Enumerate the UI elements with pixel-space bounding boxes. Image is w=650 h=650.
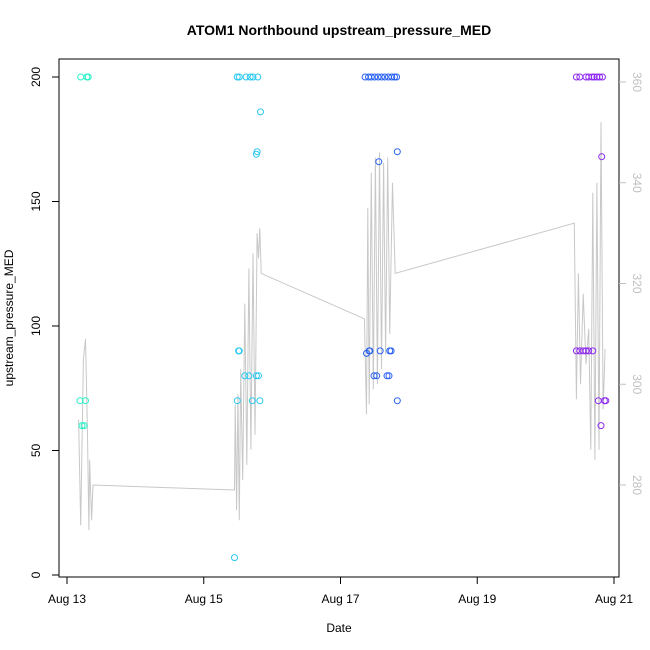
series-layer xyxy=(76,73,610,562)
y2-tick-label: 280 xyxy=(630,475,644,495)
data-point xyxy=(242,73,250,81)
x-tick-label: Aug 21 xyxy=(595,592,633,606)
y-axis-label: upstream_pressure_MED xyxy=(2,249,16,386)
data-point xyxy=(590,73,598,81)
data-point xyxy=(371,73,379,81)
y2-tick-label: 360 xyxy=(630,72,644,92)
x-axis-label: Date xyxy=(326,621,352,635)
data-point xyxy=(366,347,374,355)
scatter-series-2 xyxy=(231,73,264,562)
data-point xyxy=(373,372,381,380)
x-tick-label: Aug 17 xyxy=(321,592,359,606)
data-point xyxy=(231,554,238,562)
scatter-series-3 xyxy=(361,73,401,405)
data-point xyxy=(370,372,378,380)
data-point xyxy=(393,397,401,405)
data-point xyxy=(588,73,596,81)
y2-tick-label: 340 xyxy=(630,173,644,193)
data-point xyxy=(582,347,590,355)
x-tick-label: Aug 13 xyxy=(48,592,86,606)
data-point xyxy=(245,372,253,380)
data-point xyxy=(257,108,264,116)
data-point xyxy=(248,397,256,405)
data-point xyxy=(381,73,389,81)
data-point xyxy=(255,372,262,380)
y2-tick-label: 320 xyxy=(630,273,644,293)
data-point xyxy=(589,347,597,355)
chart-title: ATOM1 Northbound upstream_pressure_MED xyxy=(187,22,491,38)
scatter-series-1 xyxy=(76,73,92,430)
y-tick-label: 150 xyxy=(29,191,43,211)
data-point xyxy=(393,73,401,81)
y2-tick-label: 300 xyxy=(630,374,644,394)
data-point xyxy=(596,73,604,81)
data-point xyxy=(77,73,85,81)
data-point xyxy=(385,372,393,380)
y-tick-label: 200 xyxy=(29,67,43,87)
plot-area xyxy=(58,58,620,578)
y-tick-label: 50 xyxy=(29,444,43,458)
data-point xyxy=(388,73,396,81)
data-point xyxy=(585,347,593,355)
data-point xyxy=(254,73,262,81)
secondary-series-line xyxy=(78,122,606,531)
data-point xyxy=(252,372,260,380)
scatter-series-4 xyxy=(572,73,610,430)
data-point xyxy=(597,422,605,430)
x-tick-label: Aug 15 xyxy=(185,592,223,606)
data-point xyxy=(78,422,86,430)
axes-layer: Aug 13 Aug 15 Aug 17 Aug 19 Aug 21 0 50 100 150 2… xyxy=(29,67,644,606)
data-point xyxy=(393,148,401,156)
data-point xyxy=(246,73,254,81)
data-point xyxy=(602,397,610,405)
x-tick-label: Aug 19 xyxy=(458,592,496,606)
data-point xyxy=(572,347,580,355)
data-point xyxy=(375,158,383,166)
data-point xyxy=(233,397,241,405)
data-point xyxy=(82,397,89,405)
data-point xyxy=(80,422,88,430)
data-point xyxy=(376,347,384,355)
data-point xyxy=(84,73,92,81)
data-point xyxy=(598,73,606,81)
plot-frame xyxy=(58,58,620,578)
y-tick-label: 100 xyxy=(29,316,43,336)
data-point xyxy=(391,73,398,81)
data-point xyxy=(598,153,606,161)
data-point xyxy=(374,73,382,81)
data-point xyxy=(387,347,395,355)
data-point xyxy=(249,73,257,81)
data-point xyxy=(378,73,385,81)
data-point xyxy=(235,73,243,81)
data-point xyxy=(252,150,260,158)
data-point xyxy=(233,73,241,81)
y-tick-label: 0 xyxy=(29,571,43,578)
data-point xyxy=(383,372,391,380)
data-point xyxy=(235,347,243,355)
data-point xyxy=(241,372,249,380)
data-point xyxy=(256,397,264,405)
data-point xyxy=(572,73,580,81)
data-point xyxy=(367,73,375,81)
